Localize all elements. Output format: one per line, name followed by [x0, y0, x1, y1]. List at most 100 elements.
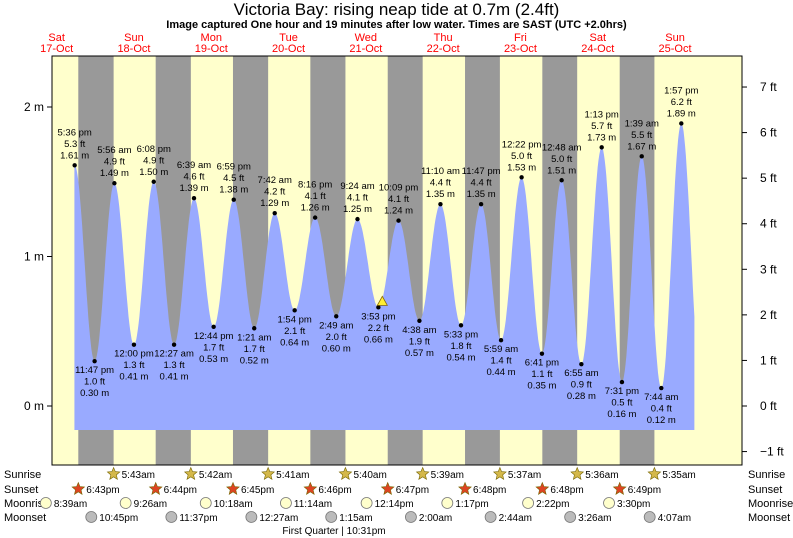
tide-label-line: 1.50 m [139, 167, 168, 178]
y-left-tick-label: 2 m [24, 100, 44, 114]
high-tide-point [355, 216, 360, 222]
tide-label-line: 5:36 pm [57, 127, 91, 138]
sunset-icon [458, 481, 472, 495]
high-tide-label: 7:42 am4.2 ft1.29 m [258, 175, 292, 209]
tide-label-line: 11:10 am [421, 166, 460, 177]
moonrise-icon [603, 497, 615, 509]
moonset-icon [85, 511, 98, 523]
high-tide-label: 5:36 pm5.3 ft1.61 m [57, 127, 91, 161]
tide-label-line: 10:09 pm [379, 183, 419, 194]
sunrise-icon [492, 466, 507, 480]
day-name: Sat [48, 32, 65, 44]
low-tide-label: 6:55 am0.9 ft0.28 m [564, 368, 598, 402]
low-tide-point [131, 342, 137, 347]
moonrise-time: 9:26am [134, 499, 167, 510]
y-left-tick-label: 0 m [24, 399, 44, 413]
low-tide-label: 6:41 pm1.1 ft0.35 m [525, 358, 559, 392]
moonset-icon [405, 511, 417, 523]
moonrise-icon [280, 497, 292, 509]
low-tide-label: 7:44 am0.4 ft0.12 m [644, 392, 678, 426]
y-right-tick-label: 5 ft [760, 171, 777, 185]
tide-label-line: 6.2 ft [671, 97, 692, 108]
sunrise-icon [338, 466, 353, 480]
moonset-icon [245, 511, 258, 523]
day-date: 25-Oct [659, 43, 692, 55]
high-tide-label: 1:13 pm5.7 ft1.73 m [585, 109, 619, 143]
high-tide-point [112, 181, 117, 186]
tide-label-line: 0.9 ft [571, 380, 592, 391]
tide-label-line: 1.38 m [219, 185, 248, 196]
moonrise-time: 10:18am [214, 499, 253, 510]
tide-label-line: 0.53 m [199, 354, 228, 365]
high-tide-label: 5:56 am4.9 ft1.49 m [97, 145, 131, 179]
y-right-tick-label: 1 ft [760, 353, 777, 367]
sunrise-icon [106, 466, 121, 480]
tide-label-line: 4.4 ft [471, 178, 492, 189]
moonset-time: 3:26am [578, 513, 611, 524]
low-tide-point [211, 324, 216, 329]
low-tide-label: 3:53 pm2.2 ft0.66 m [361, 311, 395, 345]
moonset-icon [325, 511, 338, 523]
sunset-time: 6:45pm [241, 485, 274, 496]
low-tide-label: 5:33 pm1.8 ft0.54 m [444, 329, 478, 363]
low-tide-label: 12:27 am1.3 ft0.41 m [154, 349, 194, 383]
tide-label-line: 1.25 m [343, 204, 372, 215]
sunset-icon [535, 481, 550, 495]
sunset-icon [612, 481, 627, 495]
tide-label-line: 3:53 pm [361, 311, 395, 322]
day-date: 17-Oct [40, 43, 73, 55]
tide-label-line: 1.89 m [667, 108, 696, 119]
tide-label-line: 7:44 am [644, 392, 678, 403]
tide-label-line: 5:59 am [484, 344, 518, 355]
day-name: Mon [201, 32, 222, 44]
low-tide-point [417, 318, 422, 323]
sunset-time: 6:48pm [473, 485, 506, 496]
sunset-row-label-right: Sunset [748, 484, 782, 496]
moonset-icon [484, 511, 497, 523]
tide-label-line: 9:24 am [340, 181, 374, 192]
sunrise-icon [570, 466, 585, 480]
moonset-icon [165, 511, 178, 523]
tide-label-line: 4.1 ft [347, 193, 368, 204]
tide-label-line: 6:39 am [177, 160, 211, 171]
sunrise-row-label-left: Sunrise [4, 469, 41, 481]
low-tide-point [498, 338, 504, 343]
tide-label-line: 4.6 ft [183, 172, 204, 183]
low-tide-point [376, 305, 381, 310]
tide-label-line: 5.5 ft [631, 130, 652, 141]
tide-label-line: 5:56 am [97, 145, 131, 156]
tide-label-line: 1.24 m [384, 206, 413, 217]
tide-label-line: 4.5 ft [223, 173, 244, 184]
sunrise-time: 5:37am [508, 470, 541, 481]
moonset-time: 1:15am [339, 513, 372, 524]
moonset-row-label-left: Moonset [4, 512, 46, 524]
tide-label-line: 0.44 m [487, 367, 516, 378]
low-tide-point [252, 326, 257, 331]
low-tide-label: 4:38 am1.9 ft0.57 m [402, 325, 436, 359]
moonrise-icon [199, 497, 212, 509]
tide-label-line: 12:48 am [542, 142, 582, 153]
day-date: 22-Oct [427, 43, 460, 55]
moonset-time: 2:44am [499, 513, 532, 524]
moonset-icon [564, 511, 577, 523]
y-right-tick-label: 6 ft [760, 126, 777, 140]
moonrise-icon [39, 497, 52, 509]
high-tide-point [72, 163, 77, 168]
high-tide-label: 1:57 pm6.2 ft1.89 m [664, 85, 698, 119]
tide-label-line: 0.5 ft [611, 398, 632, 409]
tide-label-line: 1.53 m [507, 162, 536, 173]
moonset-time: 4:07am [658, 513, 691, 524]
high-tide-label: 1:39 am5.5 ft1.67 m [625, 118, 659, 152]
moonrise-icon [119, 497, 132, 509]
chart-subtitle: Image captured One hour and 19 minutes a… [166, 19, 627, 31]
low-tide-point [292, 308, 297, 313]
tide-label-line: 2.2 ft [368, 323, 389, 334]
high-tide-point [396, 218, 401, 223]
tide-label-line: 8:16 pm [298, 180, 332, 191]
tide-label-line: 6:59 pm [217, 162, 251, 173]
day-name: Sun [124, 32, 144, 44]
low-tide-label: 12:44 pm1.7 ft0.53 m [194, 331, 234, 365]
high-tide-label: 9:24 am4.1 ft1.25 m [340, 181, 374, 215]
day-date: 23-Oct [504, 43, 537, 55]
high-tide-point [519, 175, 524, 180]
